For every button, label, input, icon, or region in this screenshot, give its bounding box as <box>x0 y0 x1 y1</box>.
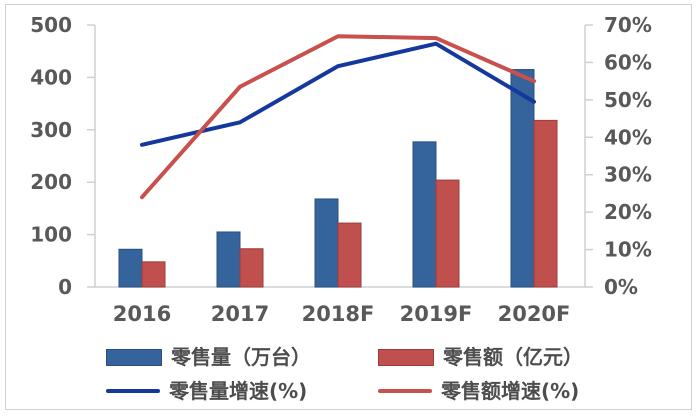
legend-item-retail-volume-growth-line: 零售量增速(%) <box>106 381 378 401</box>
legend-label-retail-volume-growth-line: 零售量增速(%) <box>169 379 308 403</box>
combo-chart-plot: 0 100 200 300 400 500 0% 10% 20% 30% 40% 50% 60% 70% 2… <box>30 13 652 326</box>
bar-retail-volume-bars-2016 <box>118 248 143 288</box>
y-axis-right-tick-label: 50% <box>604 88 652 112</box>
y-axis-right-tick-label: 70% <box>604 13 652 37</box>
y-axis-right-tick-label: 0% <box>604 275 638 299</box>
legend-line-swatch-retail-volume-growth-line <box>106 389 160 393</box>
y-axis-left-tick-label: 0 <box>58 275 72 299</box>
bar-retail-volume-bars-2019F <box>412 141 437 288</box>
x-axis-label-2017: 2017 <box>211 302 269 326</box>
y-axis-right-tick-label: 60% <box>604 50 652 74</box>
x-axis-label-2018F: 2018F <box>302 302 375 326</box>
y-axis-left-tick-label: 200 <box>30 170 72 194</box>
bar-retail-value-bars-2016 <box>141 261 166 288</box>
legend-row-2: 零售量增速(%) 零售额增速(%) <box>106 377 700 405</box>
line-retail-volume-growth-line <box>140 41 536 147</box>
y-axis-right-tick-label: 20% <box>604 200 652 224</box>
y-axis-left-tick-label: 300 <box>30 118 72 142</box>
bar-retail-volume-bars-2017 <box>216 231 241 288</box>
bar-retail-volume-bars-2020F <box>510 69 535 288</box>
bar-retail-value-bars-2017 <box>239 248 264 288</box>
legend-bar-swatch-retail-volume-bars <box>106 348 162 366</box>
legend-item-retail-volume-bars: 零售量（万台） <box>106 347 378 367</box>
legend-bar-swatch-retail-value-bars <box>378 348 434 366</box>
bar-retail-value-bars-2020F <box>533 119 558 288</box>
y-axis-right-tick-label: 40% <box>604 125 652 149</box>
y-axis-left-tick-label: 100 <box>30 223 72 247</box>
legend-label-retail-value-bars: 零售额（亿元） <box>443 345 583 369</box>
y-axis-right-tick-label: 10% <box>604 238 652 262</box>
bar-retail-value-bars-2018F <box>337 222 362 288</box>
bar-retail-value-bars-2019F <box>435 179 460 288</box>
bar-retail-volume-bars-2018F <box>314 198 339 288</box>
y-axis-left-tick-label: 500 <box>30 13 72 37</box>
chart-legend: 零售量（万台） 零售额（亿元） 零售量增速(%) 零售额增速(%) <box>0 343 700 411</box>
x-axis-label-2016: 2016 <box>113 302 171 326</box>
y-axis-left-tick-label: 400 <box>30 65 72 89</box>
x-axis-label-2020F: 2020F <box>498 302 571 326</box>
y-axis-right-tick-label: 30% <box>604 163 652 187</box>
legend-label-retail-value-growth-line: 零售额增速(%) <box>441 379 580 403</box>
legend-item-retail-value-growth-line: 零售额增速(%) <box>378 381 650 401</box>
x-axis-label-2019F: 2019F <box>400 302 473 326</box>
line-retail-value-growth-line <box>140 34 536 200</box>
legend-label-retail-volume-bars: 零售量（万台） <box>171 345 311 369</box>
legend-line-swatch-retail-value-growth-line <box>378 389 432 393</box>
legend-item-retail-value-bars: 零售额（亿元） <box>378 347 650 367</box>
legend-row-1: 零售量（万台） 零售额（亿元） <box>106 343 700 371</box>
